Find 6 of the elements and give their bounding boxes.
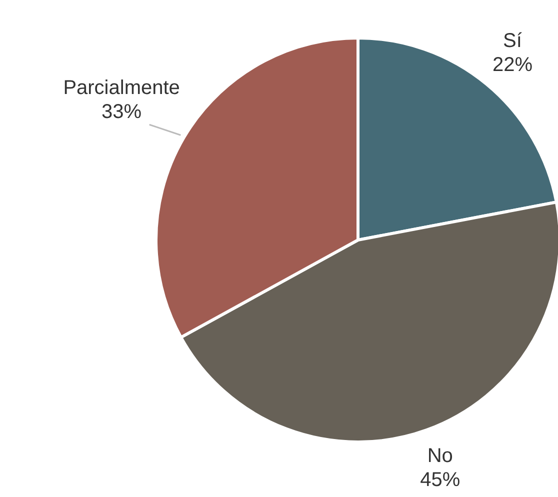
data-label: 22% — [492, 54, 533, 76]
data-label: 45% — [420, 469, 460, 492]
data-label: 33% — [102, 101, 142, 124]
slice-label: Parcialmente — [63, 77, 180, 100]
slice-label: No — [427, 445, 453, 468]
slice-label: Sí — [503, 30, 522, 52]
